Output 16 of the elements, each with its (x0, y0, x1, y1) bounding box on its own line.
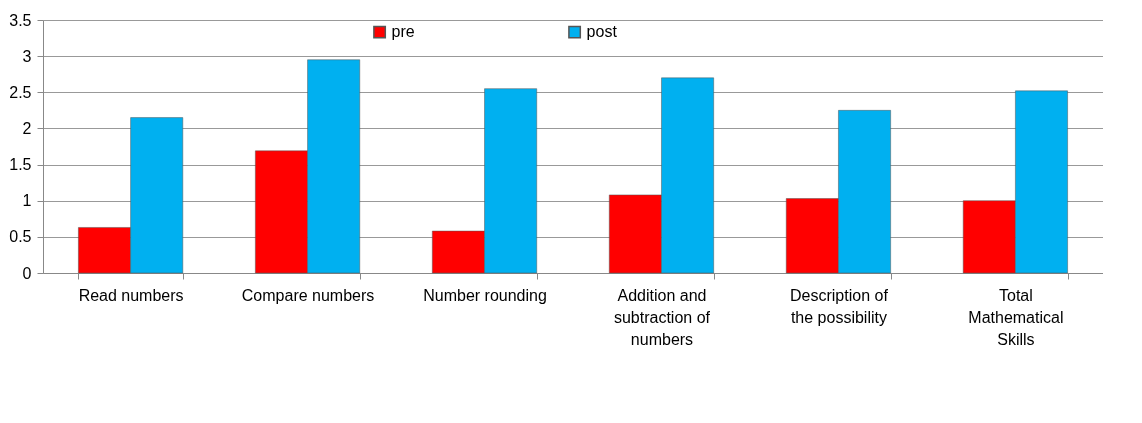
legend-label: post (586, 23, 618, 41)
y-tick-label: 2.5 (9, 83, 32, 101)
y-tick-label: 2 (22, 119, 32, 137)
y-tick-label: 3.5 (9, 11, 32, 29)
x-tick-label: Total Mathematical Skills (968, 286, 1064, 348)
x-tick-label: Description of the possibility (790, 286, 889, 326)
legend-label: pre (391, 23, 415, 41)
y-tick-label: 1 (22, 192, 32, 210)
y-tick-label: 3 (22, 47, 32, 65)
y-tick-label: 0.5 (9, 228, 32, 246)
y-tick-label: 0 (22, 264, 32, 282)
x-tick-label: Number rounding (423, 286, 547, 304)
y-tick-label: 1.5 (9, 156, 32, 174)
x-tick-label: Addition and subtraction of numbers (613, 286, 711, 348)
x-tick-label: Compare numbers (241, 286, 375, 304)
x-tick-label: Read numbers (78, 286, 184, 304)
